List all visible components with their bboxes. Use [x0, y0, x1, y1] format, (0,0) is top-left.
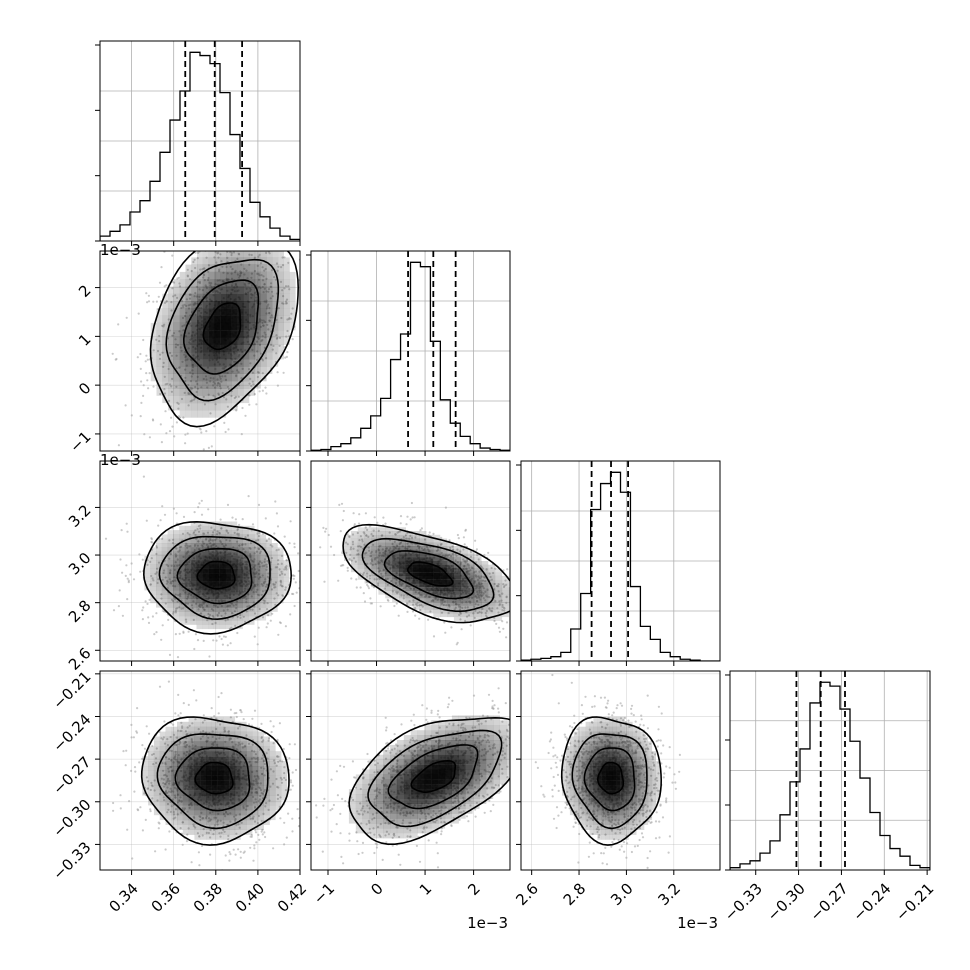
contour-level-3	[560, 716, 663, 846]
density-panel-1-0	[100, 251, 300, 451]
contour-level-3	[348, 716, 510, 845]
x-tick-label: −0.21	[892, 880, 937, 925]
y-offset-label: 1e−3	[100, 241, 141, 259]
contour-level-1	[182, 279, 260, 375]
density-frame-3-1	[310, 670, 511, 871]
density-frame-2-1	[310, 460, 511, 662]
histogram-frame-3	[729, 670, 931, 871]
x-tick-label: 2	[464, 880, 483, 899]
contour-level-3	[140, 716, 290, 846]
x-tick-label: 0.40	[232, 880, 268, 916]
histogram-step	[100, 51, 300, 241]
contour-level-1	[174, 747, 251, 812]
density-panel-3-0	[100, 671, 300, 870]
contour-level-0	[407, 561, 454, 587]
density-panel-3-1	[311, 671, 510, 870]
histogram-panel-3	[730, 671, 930, 870]
density-fill	[144, 521, 290, 630]
contour-level-2	[361, 537, 495, 612]
y-tick-label: −0.33	[49, 838, 94, 883]
histogram-step	[311, 261, 510, 451]
x-tick-label: 0.36	[148, 880, 184, 916]
x-offset-label: 1e−3	[467, 914, 508, 932]
x-tick-label: 1	[416, 880, 435, 899]
contour-level-3	[342, 523, 510, 624]
density-panel-2-0	[100, 461, 300, 661]
y-tick-label: 1	[75, 330, 94, 349]
y-tick-label: −1	[66, 428, 94, 456]
x-tick-label: −0.33	[721, 880, 766, 925]
x-tick-label: 2.6	[512, 880, 542, 910]
contour-level-0	[410, 759, 457, 793]
contour-level-1	[176, 547, 253, 605]
histogram-panel-0	[100, 41, 300, 241]
y-tick-label: −0.24	[49, 710, 94, 755]
contour-level-0	[194, 761, 234, 795]
histogram-frame-0	[99, 40, 301, 242]
y-tick-label: 2	[75, 281, 94, 300]
contour-level-3	[149, 251, 300, 428]
y-tick-label: −0.27	[49, 753, 94, 798]
x-tick-label: 3.2	[654, 880, 684, 910]
x-offset-label: 1e−3	[677, 914, 718, 932]
y-tick-label: 2.8	[65, 596, 95, 626]
contour-level-2	[367, 729, 503, 828]
y-tick-label: 0	[75, 379, 94, 398]
y-tick-label: −0.21	[49, 668, 94, 713]
x-tick-label: 2.8	[560, 880, 590, 910]
contour-level-0	[196, 560, 236, 590]
contour-level-0	[202, 302, 242, 351]
x-tick-label: −0.27	[806, 880, 851, 925]
x-tick-label: 3.0	[607, 880, 637, 910]
y-tick-label: −0.30	[49, 796, 94, 841]
density-frame-3-0	[99, 670, 301, 871]
histogram-step	[521, 471, 720, 661]
contour-level-1	[387, 744, 479, 810]
x-tick-label: 0.42	[274, 880, 310, 916]
y-tick-label: 3.0	[65, 549, 95, 579]
density-panel-2-1	[311, 461, 510, 661]
contour-level-2	[156, 733, 269, 830]
contour-level-0	[596, 761, 625, 795]
contour-level-3	[142, 520, 293, 635]
x-tick-label: −0.30	[764, 880, 809, 925]
contour-level-2	[571, 733, 648, 830]
x-tick-label: 0.38	[190, 880, 226, 916]
x-tick-label: 0.34	[105, 880, 141, 916]
histogram-frame-1	[310, 250, 511, 452]
contour-level-2	[165, 258, 280, 402]
contour-level-1	[383, 550, 475, 600]
y-tick-label: 3.2	[65, 501, 95, 531]
contour-level-2	[158, 535, 271, 621]
density-panel-3-2	[521, 671, 720, 870]
x-tick-label: −0.24	[849, 880, 894, 925]
histogram-panel-2	[521, 461, 720, 661]
contour-level-1	[583, 747, 636, 812]
density-fill	[344, 527, 510, 621]
density-frame-1-0	[99, 250, 301, 452]
x-tick-label: −1	[310, 880, 338, 908]
histogram-frame-2	[520, 460, 721, 662]
density-frame-2-0	[99, 460, 301, 662]
density-frame-3-2	[520, 670, 721, 871]
y-offset-label: 1e−3	[100, 451, 141, 469]
histogram-step	[730, 681, 930, 870]
histogram-panel-1	[311, 251, 510, 451]
x-tick-label: 0	[367, 880, 386, 899]
density-fill	[142, 716, 288, 840]
